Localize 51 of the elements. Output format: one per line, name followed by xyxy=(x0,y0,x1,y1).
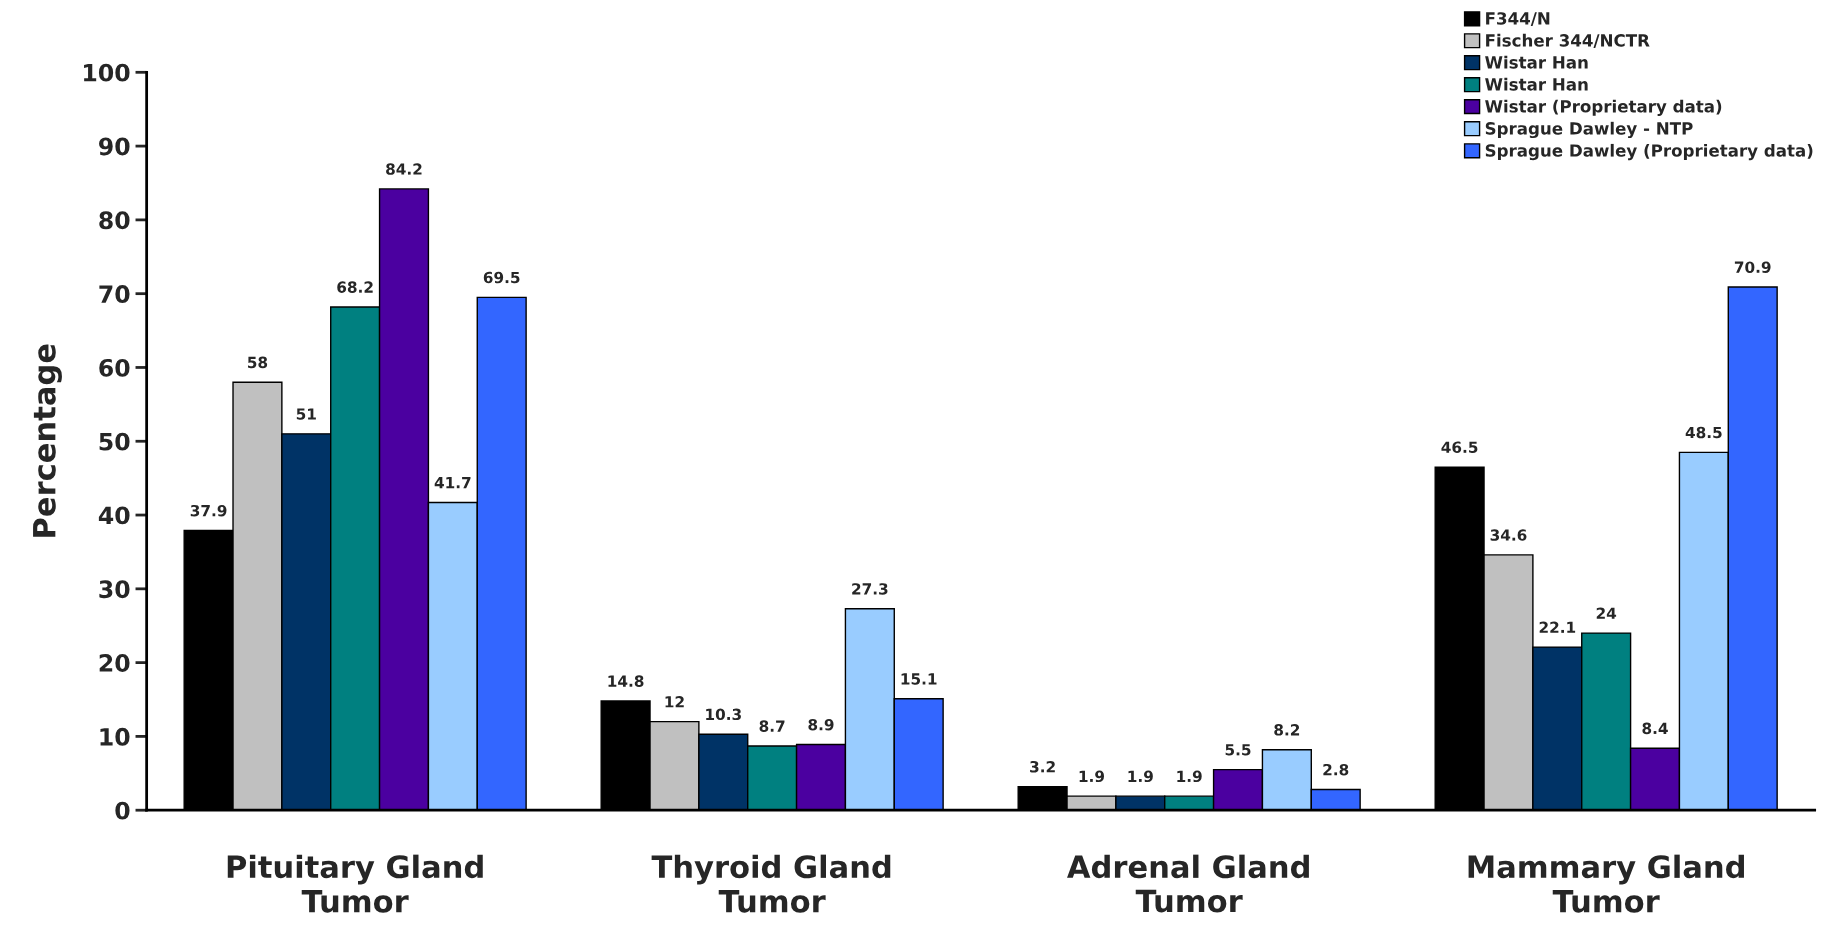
data-label: 51 xyxy=(296,408,316,420)
y-tick-label: 50 xyxy=(99,432,130,451)
data-label: 84.2 xyxy=(386,163,422,175)
data-label: 8.7 xyxy=(759,720,785,732)
y-tick-label: 0 xyxy=(115,801,130,820)
data-label: 58 xyxy=(247,356,268,369)
data-label: 12 xyxy=(665,696,684,708)
data-label: 8.4 xyxy=(1642,722,1668,735)
data-label: 15.1 xyxy=(901,673,937,685)
data-label: 1.9 xyxy=(1177,770,1202,783)
data-label: 34.6 xyxy=(1490,529,1527,541)
x-tick-label: Pituitary Gland Tumor xyxy=(227,854,483,913)
legend-label: Sprague Dawley - NTP xyxy=(1485,121,1693,139)
legend-label: F344/N xyxy=(1486,12,1550,27)
data-label: 1.9 xyxy=(1128,770,1153,783)
data-label: 68.2 xyxy=(337,281,373,293)
data-label: 27.3 xyxy=(852,583,888,595)
data-label: 8.9 xyxy=(808,718,834,731)
data-label: 70.9 xyxy=(1734,261,1771,273)
legend-label: Wistar (Proprietary data) xyxy=(1485,99,1722,116)
y-axis-title: Percentage xyxy=(33,344,62,537)
x-tick-label: Thyroid Gland Tumor xyxy=(651,854,891,913)
y-tick-label: 90 xyxy=(99,137,130,156)
data-label: 8.2 xyxy=(1274,724,1300,736)
data-label: 10.3 xyxy=(706,708,741,721)
data-label: 14.8 xyxy=(608,675,644,687)
data-label: 69.5 xyxy=(483,271,520,284)
data-label: 41.7 xyxy=(434,477,471,489)
legend-label: Sprague Dawley (Proprietary data) xyxy=(1485,143,1813,161)
x-tick-label: Mammary Gland Tumor xyxy=(1468,854,1744,913)
data-label: 22.1 xyxy=(1539,621,1576,633)
data-label: 1.9 xyxy=(1079,770,1105,783)
y-tick-label: 80 xyxy=(99,211,130,230)
data-label: 48.5 xyxy=(1685,426,1722,439)
data-label: 3.2 xyxy=(1030,760,1055,773)
legend-label: Wistar Han xyxy=(1485,55,1588,69)
y-tick-label: 70 xyxy=(99,285,130,303)
data-label: 37.9 xyxy=(190,504,227,517)
y-tick-label: 30 xyxy=(99,580,130,599)
y-tick-label: 60 xyxy=(99,358,130,377)
y-tick-label: 20 xyxy=(99,654,130,672)
data-label: 24 xyxy=(1596,607,1617,619)
data-label: 2.8 xyxy=(1323,763,1349,776)
y-tick-label: 40 xyxy=(98,506,130,525)
x-tick-label: Adrenal Gland Tumor xyxy=(1067,854,1309,913)
data-label: 46.5 xyxy=(1441,441,1478,454)
data-label: 5.5 xyxy=(1225,744,1251,756)
y-tick-label: 10 xyxy=(100,727,130,746)
legend-label: Wistar Han xyxy=(1485,77,1588,91)
legend-label: Fischer 344/NCTR xyxy=(1486,33,1650,49)
y-tick-label: 100 xyxy=(84,63,130,82)
